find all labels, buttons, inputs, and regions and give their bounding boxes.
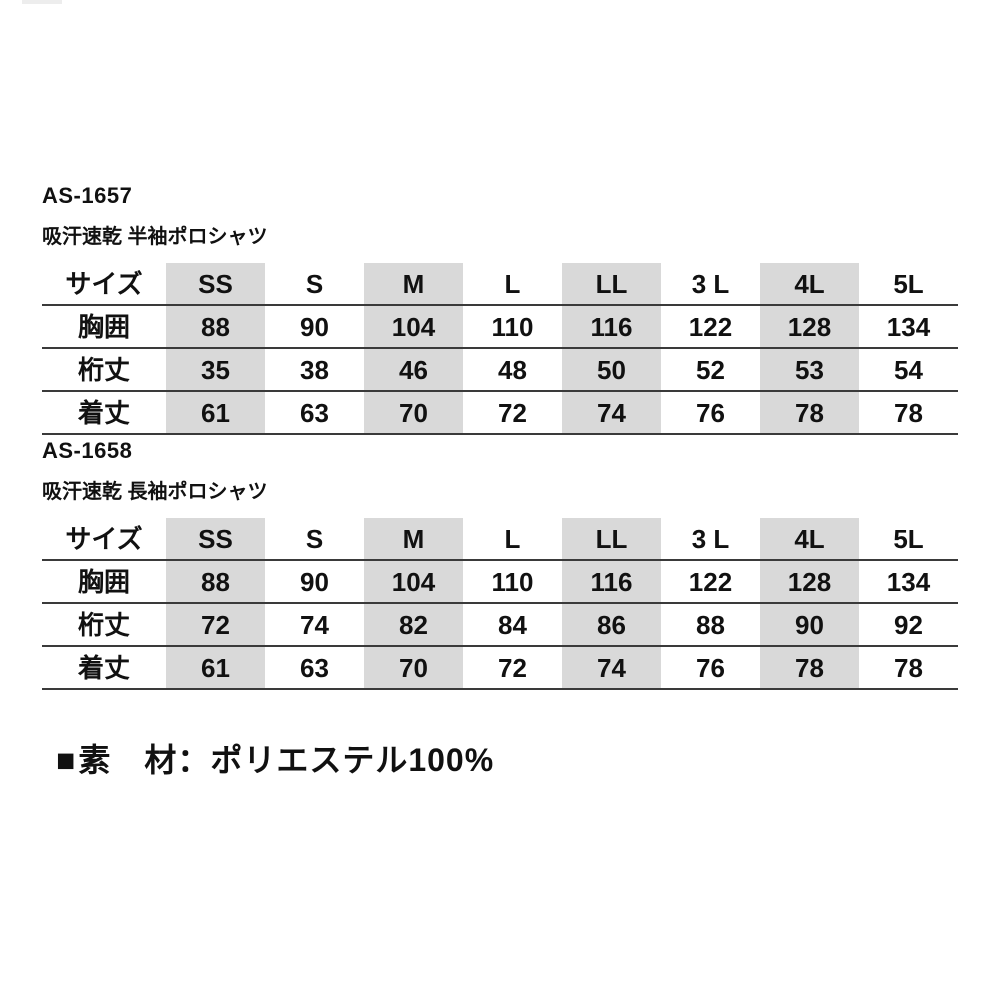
size-header-cell: LL: [562, 263, 661, 305]
size-header-cell: 4L: [760, 263, 859, 305]
measurement-value-cell: 38: [300, 354, 329, 385]
measurement-value-cell: 54: [894, 354, 923, 385]
material-note: ■素 材：ポリエステル100%: [56, 735, 494, 781]
measurement-row-label: 桁丈: [77, 609, 130, 640]
material-note-text: 素 材：ポリエステル100%: [78, 742, 495, 778]
measurement-value-cell: 110: [491, 311, 534, 342]
measurement-row-label: 胸囲: [77, 311, 130, 342]
measurement-value-cell: 88: [696, 609, 725, 640]
measurement-row: 着丈 61 63 70 72 74 76 78 78: [42, 646, 958, 689]
measurement-value-cell: 116: [562, 305, 661, 348]
product-code: AS-1657: [42, 183, 133, 208]
size-table: サイズ SS S M L LL 3 L 4L 5L 胸囲 88 90 104 110 116 122 128 13…: [42, 518, 958, 690]
size-header-cell: 3 L: [691, 523, 730, 554]
measurement-value-cell: 72: [498, 397, 527, 428]
measurement-value-cell: 63: [300, 652, 329, 683]
measurement-value-cell: 116: [562, 560, 661, 603]
size-header-cell: L: [504, 523, 521, 554]
size-header-cell: L: [504, 268, 521, 299]
measurement-value-cell: 61: [166, 646, 265, 689]
square-bullet-icon: ■: [56, 742, 77, 778]
size-header-cell: 3 L: [691, 268, 730, 299]
measurement-value-cell: 90: [760, 603, 859, 646]
size-table-header-row: サイズ SS S M L LL 3 L 4L 5L: [42, 263, 958, 305]
measurement-value-cell: 128: [760, 305, 859, 348]
measurement-value-cell: 92: [894, 609, 923, 640]
size-table: サイズ SS S M L LL 3 L 4L 5L 胸囲 88 90 104 110 116 122 128 13…: [42, 263, 958, 435]
measurement-value-cell: 74: [562, 646, 661, 689]
measurement-value-cell: 104: [364, 305, 463, 348]
measurement-value-cell: 63: [300, 397, 329, 428]
size-header-cell: SS: [166, 518, 265, 560]
measurement-value-cell: 104: [364, 560, 463, 603]
size-label-header-cell: サイズ: [65, 523, 143, 554]
size-header-cell: LL: [562, 518, 661, 560]
measurement-row: 桁丈 72 74 82 84 86 88 90 92: [42, 603, 958, 646]
size-header-cell: 5L: [893, 268, 924, 299]
measurement-row-label: 胸囲: [77, 566, 130, 597]
measurement-row: 着丈 61 63 70 72 74 76 78 78: [42, 391, 958, 434]
measurement-value-cell: 76: [696, 652, 725, 683]
measurement-value-cell: 74: [300, 609, 329, 640]
size-header-cell: M: [364, 518, 463, 560]
measurement-value-cell: 46: [364, 348, 463, 391]
measurement-value-cell: 82: [364, 603, 463, 646]
measurement-value-cell: 88: [166, 560, 265, 603]
measurement-value-cell: 78: [894, 397, 923, 428]
measurement-value-cell: 76: [696, 397, 725, 428]
size-header-cell: S: [305, 523, 324, 554]
size-header-cell: SS: [166, 263, 265, 305]
measurement-value-cell: 48: [498, 354, 527, 385]
measurement-row: 胸囲 88 90 104 110 116 122 128 134: [42, 305, 958, 348]
size-header-cell: 4L: [760, 518, 859, 560]
product-code: AS-1658: [42, 438, 133, 463]
product-section: AS-1657 吸汗速乾 半袖ポロシャツ サイズ SS S M L LL 3 L 4L 5L 胸囲 88…: [42, 183, 958, 435]
measurement-value-cell: 70: [364, 646, 463, 689]
measurement-value-cell: 72: [166, 603, 265, 646]
measurement-value-cell: 90: [300, 311, 329, 342]
measurement-value-cell: 84: [498, 609, 527, 640]
product-name: 吸汗速乾 半袖ポロシャツ: [42, 226, 268, 248]
size-header-cell: 5L: [893, 523, 924, 554]
measurement-value-cell: 61: [166, 391, 265, 434]
measurement-row: 胸囲 88 90 104 110 116 122 128 134: [42, 560, 958, 603]
measurement-value-cell: 134: [886, 566, 931, 597]
size-header-cell: S: [305, 268, 324, 299]
measurement-value-cell: 78: [894, 652, 923, 683]
measurement-value-cell: 52: [696, 354, 725, 385]
size-label-header-cell: サイズ: [65, 268, 143, 299]
product-name: 吸汗速乾 長袖ポロシャツ: [42, 481, 268, 503]
measurement-value-cell: 122: [688, 566, 733, 597]
measurement-value-cell: 70: [364, 391, 463, 434]
measurement-value-cell: 110: [491, 566, 534, 597]
measurement-value-cell: 35: [166, 348, 265, 391]
measurement-row-label: 着丈: [77, 652, 130, 683]
measurement-value-cell: 88: [166, 305, 265, 348]
measurement-value-cell: 78: [760, 646, 859, 689]
measurement-value-cell: 78: [760, 391, 859, 434]
measurement-row-label: 着丈: [77, 397, 130, 428]
measurement-value-cell: 90: [300, 566, 329, 597]
scan-artifact: [22, 0, 62, 4]
measurement-row: 桁丈 35 38 46 48 50 52 53 54: [42, 348, 958, 391]
measurement-value-cell: 86: [562, 603, 661, 646]
measurement-value-cell: 134: [886, 311, 931, 342]
size-header-cell: M: [364, 263, 463, 305]
measurement-value-cell: 128: [760, 560, 859, 603]
product-section: AS-1658 吸汗速乾 長袖ポロシャツ サイズ SS S M L LL 3 L 4L 5L 胸囲 88…: [42, 438, 958, 690]
measurement-value-cell: 72: [498, 652, 527, 683]
measurement-row-label: 桁丈: [77, 354, 130, 385]
measurement-value-cell: 122: [688, 311, 733, 342]
size-table-header-row: サイズ SS S M L LL 3 L 4L 5L: [42, 518, 958, 560]
measurement-value-cell: 74: [562, 391, 661, 434]
measurement-value-cell: 50: [562, 348, 661, 391]
measurement-value-cell: 53: [760, 348, 859, 391]
